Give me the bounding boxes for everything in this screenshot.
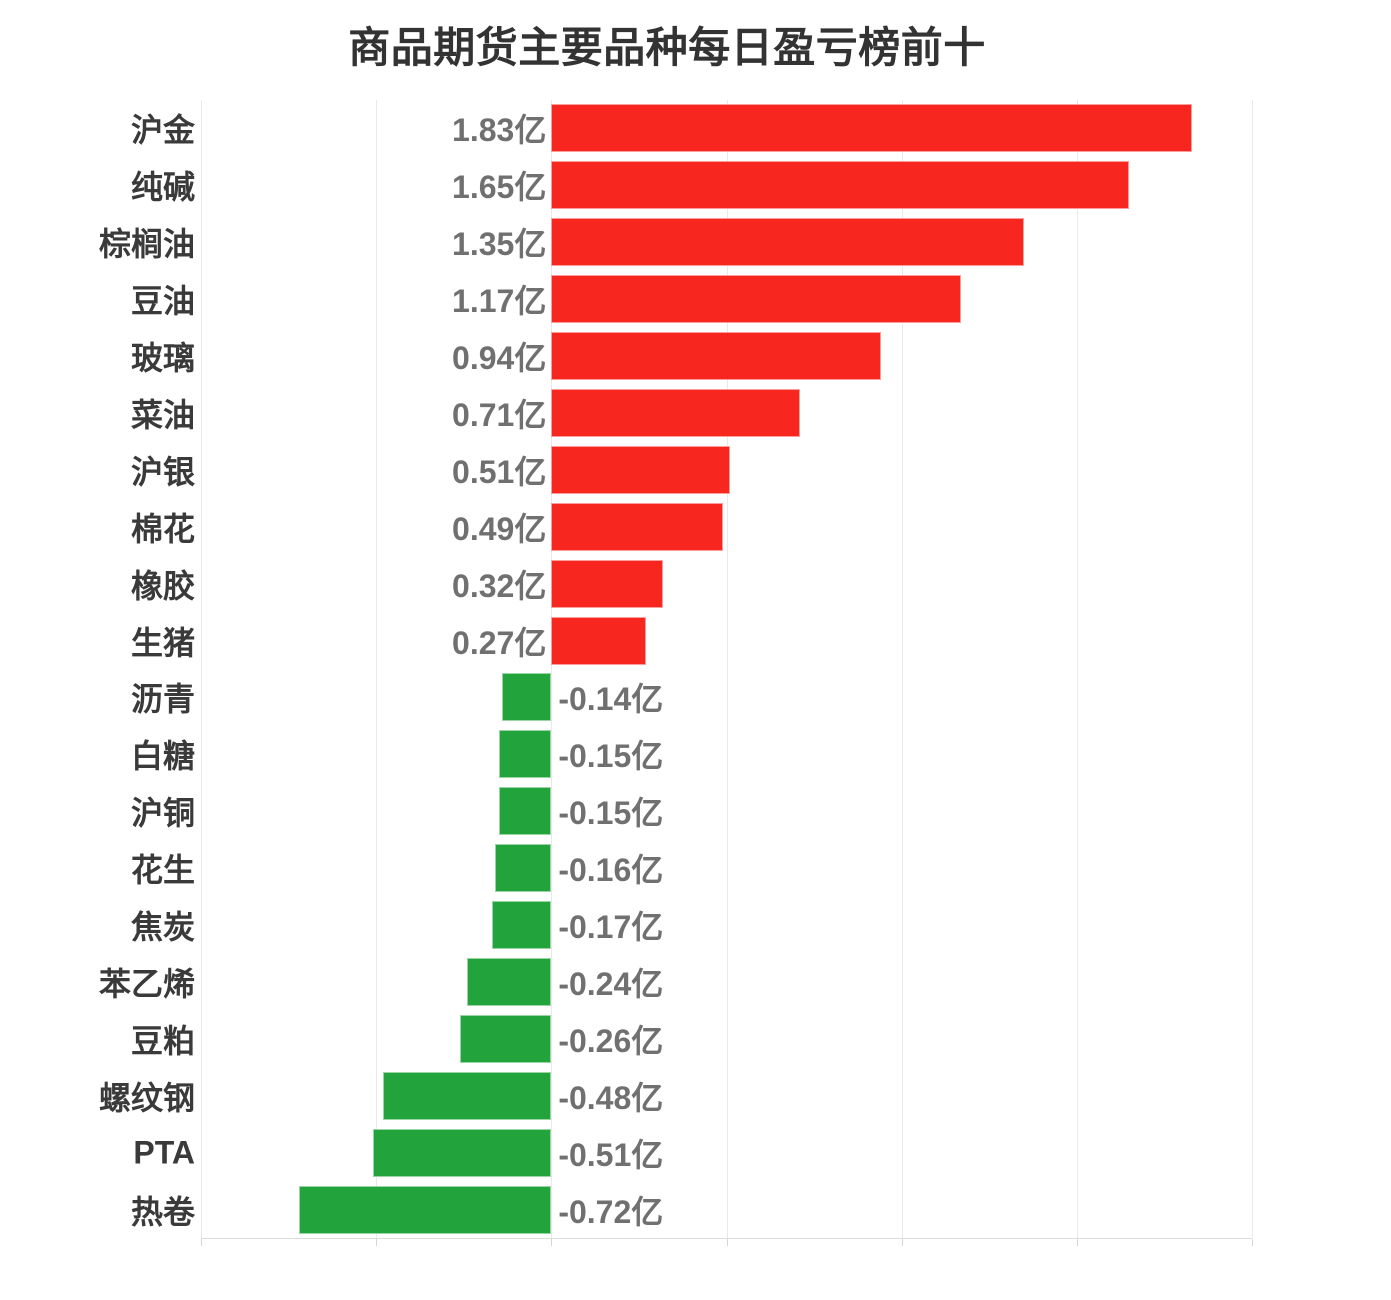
bar-row: 沪铜 -0.15亿 <box>131 783 1252 840</box>
loss-bar[interactable] <box>502 673 552 722</box>
loss-bar[interactable] <box>498 787 552 836</box>
profit-bar[interactable] <box>551 559 664 608</box>
category-label: 豆粕 <box>130 1022 195 1059</box>
bar-row: 焦炭 -0.17亿 <box>131 897 1252 954</box>
category-label: 沪铜 <box>130 795 195 832</box>
value-label: -0.14亿 <box>558 681 664 718</box>
category-label: 沪银 <box>130 453 195 490</box>
axis-tick <box>901 1239 903 1246</box>
category-label: 玻璃 <box>130 340 195 377</box>
category-label: 生猪 <box>130 624 195 661</box>
bar-row: 沪银 0.51亿 <box>131 441 1252 498</box>
category-label: 棕榈油 <box>98 226 195 263</box>
loss-bar[interactable] <box>495 844 552 893</box>
bar-row: 豆油 1.17亿 <box>131 271 1252 328</box>
gridline <box>901 100 903 1238</box>
gridline <box>201 100 202 1238</box>
gridline <box>1076 100 1078 1238</box>
bar-row: 玻璃 0.94亿 <box>131 328 1252 385</box>
value-label: -0.48亿 <box>558 1079 664 1116</box>
bar-row: 棕榈油 1.35亿 <box>99 214 1252 271</box>
category-label: 菜油 <box>130 396 195 433</box>
gridline <box>376 100 378 1238</box>
value-label: -0.51亿 <box>558 1136 664 1173</box>
loss-bar[interactable] <box>498 730 552 779</box>
bar-row: 橡胶 0.32亿 <box>131 555 1252 612</box>
category-label: 焦炭 <box>130 909 195 946</box>
loss-bar[interactable] <box>460 1014 552 1063</box>
bar-row: 白糖 -0.15亿 <box>131 726 1252 783</box>
value-label: 0.27亿 <box>452 624 547 661</box>
value-label: 0.71亿 <box>452 396 547 433</box>
value-label: 0.94亿 <box>452 340 547 377</box>
bar-row: 豆粕 -0.26亿 <box>131 1010 1252 1067</box>
profit-bar[interactable] <box>551 388 801 437</box>
profit-bar[interactable] <box>551 502 723 551</box>
value-label: -0.15亿 <box>558 795 664 832</box>
category-label: 豆油 <box>130 283 195 320</box>
category-label: 苯乙烯 <box>98 965 195 1002</box>
profit-bar[interactable] <box>551 218 1025 267</box>
bar-row: 菜油 0.71亿 <box>131 385 1252 442</box>
loss-bar[interactable] <box>372 1128 552 1177</box>
category-label: 棉花 <box>130 510 195 547</box>
axis-tick <box>1076 1239 1078 1246</box>
axis-tick <box>1252 1239 1253 1246</box>
value-label: -0.26亿 <box>558 1022 664 1059</box>
axis-tick <box>376 1239 378 1246</box>
category-label: 螺纹钢 <box>98 1079 195 1116</box>
category-label: 沥青 <box>130 681 195 718</box>
value-label: 1.65亿 <box>452 169 547 206</box>
value-label: -0.72亿 <box>558 1193 664 1230</box>
gridline <box>1252 100 1253 1238</box>
category-label: 橡胶 <box>130 567 195 604</box>
bar-row: 苯乙烯 -0.24亿 <box>99 954 1252 1011</box>
bar-row: 生猪 0.27亿 <box>131 612 1252 669</box>
category-label: 花生 <box>130 852 195 889</box>
value-label: 0.32亿 <box>452 567 547 604</box>
bar-row: 棉花 0.49亿 <box>131 498 1252 555</box>
value-label: 0.49亿 <box>452 510 547 547</box>
value-label: 1.35亿 <box>452 226 547 263</box>
loss-bar[interactable] <box>467 957 552 1006</box>
loss-bar[interactable] <box>299 1185 552 1234</box>
axis-tick <box>551 1239 553 1246</box>
bar-row: 花生 -0.16亿 <box>131 840 1252 897</box>
profit-bar[interactable] <box>551 445 730 494</box>
value-label: -0.16亿 <box>558 852 664 889</box>
gridline <box>726 100 728 1238</box>
loss-bar[interactable] <box>491 901 552 950</box>
profit-bar[interactable] <box>551 104 1193 153</box>
bar-row: 热卷 -0.72亿 <box>131 1181 1252 1238</box>
bar-row: 螺纹钢 -0.48亿 <box>99 1067 1252 1124</box>
plot-area: 沪金 1.83亿纯碱 1.65亿棕榈油 1.35亿豆油 1.17亿玻璃 0.94亿菜油 0.… <box>99 100 1253 1246</box>
value-label: -0.15亿 <box>558 738 664 775</box>
bar-row: 沪金 1.83亿 <box>131 100 1252 157</box>
value-label: 1.17亿 <box>452 283 547 320</box>
chart-title: 商品期货主要品种每日盈亏榜前十 <box>348 24 986 71</box>
gridline <box>551 100 553 1238</box>
category-label: 白糖 <box>130 738 195 775</box>
category-label: 沪金 <box>130 112 195 149</box>
category-label: 纯碱 <box>130 169 195 206</box>
category-label: 热卷 <box>130 1193 195 1230</box>
bar-row: 沥青 -0.14亿 <box>131 669 1252 726</box>
profit-bar[interactable] <box>551 616 646 665</box>
axis-tick <box>726 1239 728 1246</box>
axis-tick <box>201 1239 202 1246</box>
bar-row: 纯碱 1.65亿 <box>131 157 1252 214</box>
profit-bar[interactable] <box>551 161 1130 210</box>
value-label: 1.83亿 <box>452 112 547 149</box>
value-label: 0.51亿 <box>452 453 547 490</box>
bar-row: PTA -0.51亿 <box>133 1124 1252 1181</box>
value-label: -0.24亿 <box>558 965 664 1002</box>
value-label: -0.17亿 <box>558 909 664 946</box>
loss-bar[interactable] <box>383 1071 552 1120</box>
profit-bar[interactable] <box>551 275 962 324</box>
profit-bar[interactable] <box>551 332 881 381</box>
category-label: PTA <box>133 1134 195 1171</box>
